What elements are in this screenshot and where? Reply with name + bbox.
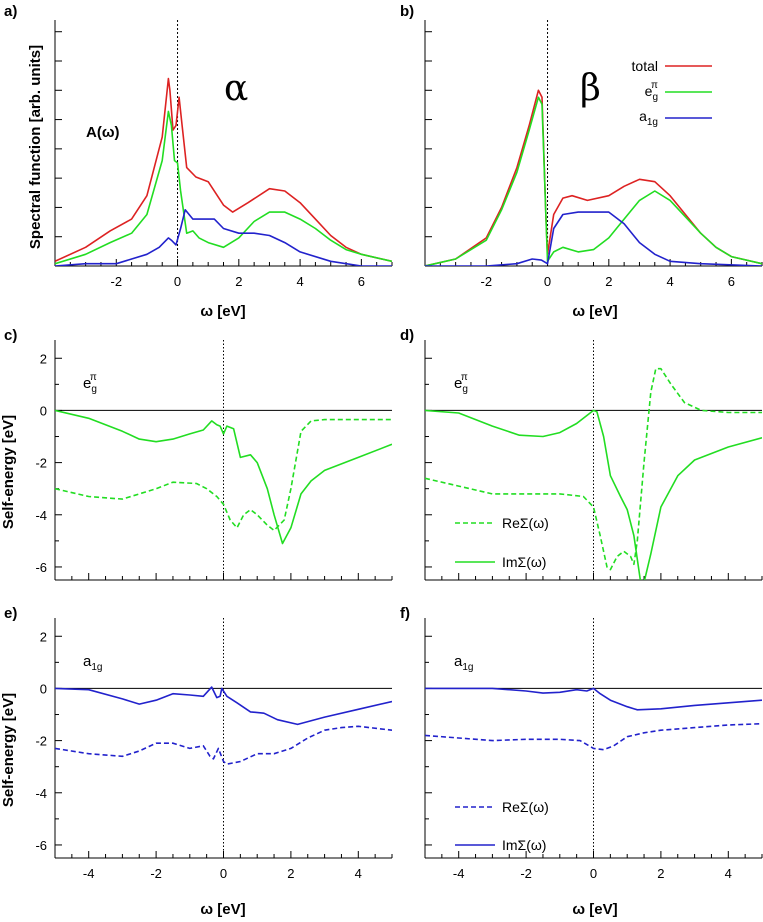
x-tick-label-5: -2 <box>520 866 532 881</box>
y-tick-label-2: -4 <box>35 508 47 523</box>
panel-tag-f: f) <box>400 605 410 622</box>
x-tick-label-4: 2 <box>287 866 294 881</box>
y-tick-label-4: -6 <box>35 838 47 853</box>
y-tick-label-2: -2 <box>35 456 47 471</box>
plot-5: -4 -2 0 2 4 <box>424 618 763 881</box>
panel-b: b) ω [eV] β total egπ a1g <box>400 3 712 320</box>
xlabel-a: ω [eV] <box>200 303 245 320</box>
ylabel-a: Spectral function [arb. units] <box>27 45 44 249</box>
legend-f-im-label: ImΣ(ω) <box>502 837 546 853</box>
ylabel-e: Self-energy [eV] <box>0 693 17 807</box>
x-tick-label-5: -4 <box>453 866 465 881</box>
x-tick-label-5: 4 <box>725 866 732 881</box>
panel-tag-c: c) <box>4 327 17 344</box>
plot-3 <box>424 340 763 581</box>
series-re-2 <box>55 418 392 532</box>
series-eg-0 <box>55 110 392 265</box>
inset-label-c: egπ <box>83 372 97 395</box>
annotation-beta: β <box>580 68 601 109</box>
panel-tag-d: d) <box>400 327 414 344</box>
series-re-5 <box>425 722 762 751</box>
legend-f: ReΣ(ω) ImΣ(ω) <box>455 799 549 853</box>
plot-1: -2 0 2 4 6 <box>424 20 763 289</box>
annotation-a-omega: A(ω) <box>86 124 120 141</box>
x-tick-label-0: 2 <box>235 274 242 289</box>
panel-f: f) ω [eV] a1g ReΣ(ω) ImΣ(ω) <box>400 605 618 918</box>
legend-d-im-label: ImΣ(ω) <box>502 554 546 570</box>
ylabel-c: Self-energy [eV] <box>0 415 17 529</box>
xlabel-f: ω [eV] <box>572 901 617 918</box>
x-tick-label-1: 2 <box>605 274 612 289</box>
panel-tag-a: a) <box>4 3 17 20</box>
inset-label-e: a1g <box>83 653 102 673</box>
x-tick-label-0: 6 <box>358 274 365 289</box>
series-im-4 <box>55 686 392 726</box>
series-re-4 <box>55 725 392 765</box>
plot-0: -2 0 2 4 6 <box>54 20 393 289</box>
legend-b: total egπ a1g <box>632 58 712 128</box>
legend-d: ReΣ(ω) ImΣ(ω) <box>455 515 549 570</box>
xlabel-e: ω [eV] <box>200 901 245 918</box>
y-tick-label-2: 0 <box>40 403 47 418</box>
legend-d-re-label: ReΣ(ω) <box>502 515 549 531</box>
annotation-alpha: α <box>224 68 248 109</box>
x-tick-label-4: 4 <box>355 866 362 881</box>
x-tick-label-1: 6 <box>728 274 735 289</box>
x-tick-label-1: 4 <box>666 274 673 289</box>
x-tick-label-0: -2 <box>110 274 122 289</box>
legend-eg-label: egπ <box>645 80 658 103</box>
x-tick-label-0: 0 <box>174 274 181 289</box>
series-total-0 <box>55 77 392 263</box>
panel-c: c) Self-energy [eV] egπ <box>0 327 97 529</box>
inset-label-d: egπ <box>454 372 468 395</box>
x-tick-label-5: 2 <box>657 866 664 881</box>
panel-d: d) egπ ReΣ(ω) ImΣ(ω) <box>400 327 549 570</box>
y-tick-label-4: 0 <box>40 681 47 696</box>
y-tick-label-4: 2 <box>40 629 47 644</box>
series-im-2 <box>55 409 392 545</box>
y-tick-label-4: -2 <box>35 734 47 749</box>
x-tick-label-5: 0 <box>590 866 597 881</box>
y-tick-label-2: -6 <box>35 560 47 575</box>
series-a1g-0 <box>55 209 392 266</box>
x-tick-label-4: 0 <box>220 866 227 881</box>
y-tick-label-2: 2 <box>40 351 47 366</box>
x-tick-label-4: -4 <box>83 866 95 881</box>
legend-f-re-label: ReΣ(ω) <box>502 799 549 815</box>
legend-a1g-label: a1g <box>639 108 658 128</box>
plot-2: 2 0 -2 -4 -6 <box>35 340 393 581</box>
series-im-5 <box>425 687 762 711</box>
series-eg-1 <box>425 96 762 266</box>
series-re-3 <box>425 367 762 571</box>
series-a1g-1 <box>425 211 762 266</box>
series-total-1 <box>425 89 762 266</box>
legend-total-label: total <box>632 58 658 74</box>
x-tick-label-1: 0 <box>544 274 551 289</box>
series-im-3 <box>425 409 762 580</box>
panel-a: a) Spectral function [arb. units] ω [eV]… <box>4 3 248 320</box>
plot-layer: -2 0 2 4 6 -2 0 2 4 6 2 0 -2 -4 -6 -4 -2 0 2 4 2 0 -2 -4 -6 -4 -2 0… <box>35 20 763 881</box>
panel-tag-b: b) <box>400 3 414 20</box>
panel-e: e) Self-energy [eV] ω [eV] a1g <box>0 605 246 918</box>
xlabel-b: ω [eV] <box>572 303 617 320</box>
panel-tag-e: e) <box>4 605 17 622</box>
x-tick-label-4: -2 <box>150 866 162 881</box>
y-tick-label-4: -4 <box>35 786 47 801</box>
plot-4: -4 -2 0 2 4 2 0 -2 -4 -6 <box>35 618 393 881</box>
x-tick-label-0: 4 <box>296 274 303 289</box>
inset-label-f: a1g <box>454 653 473 673</box>
x-tick-label-1: -2 <box>480 274 492 289</box>
